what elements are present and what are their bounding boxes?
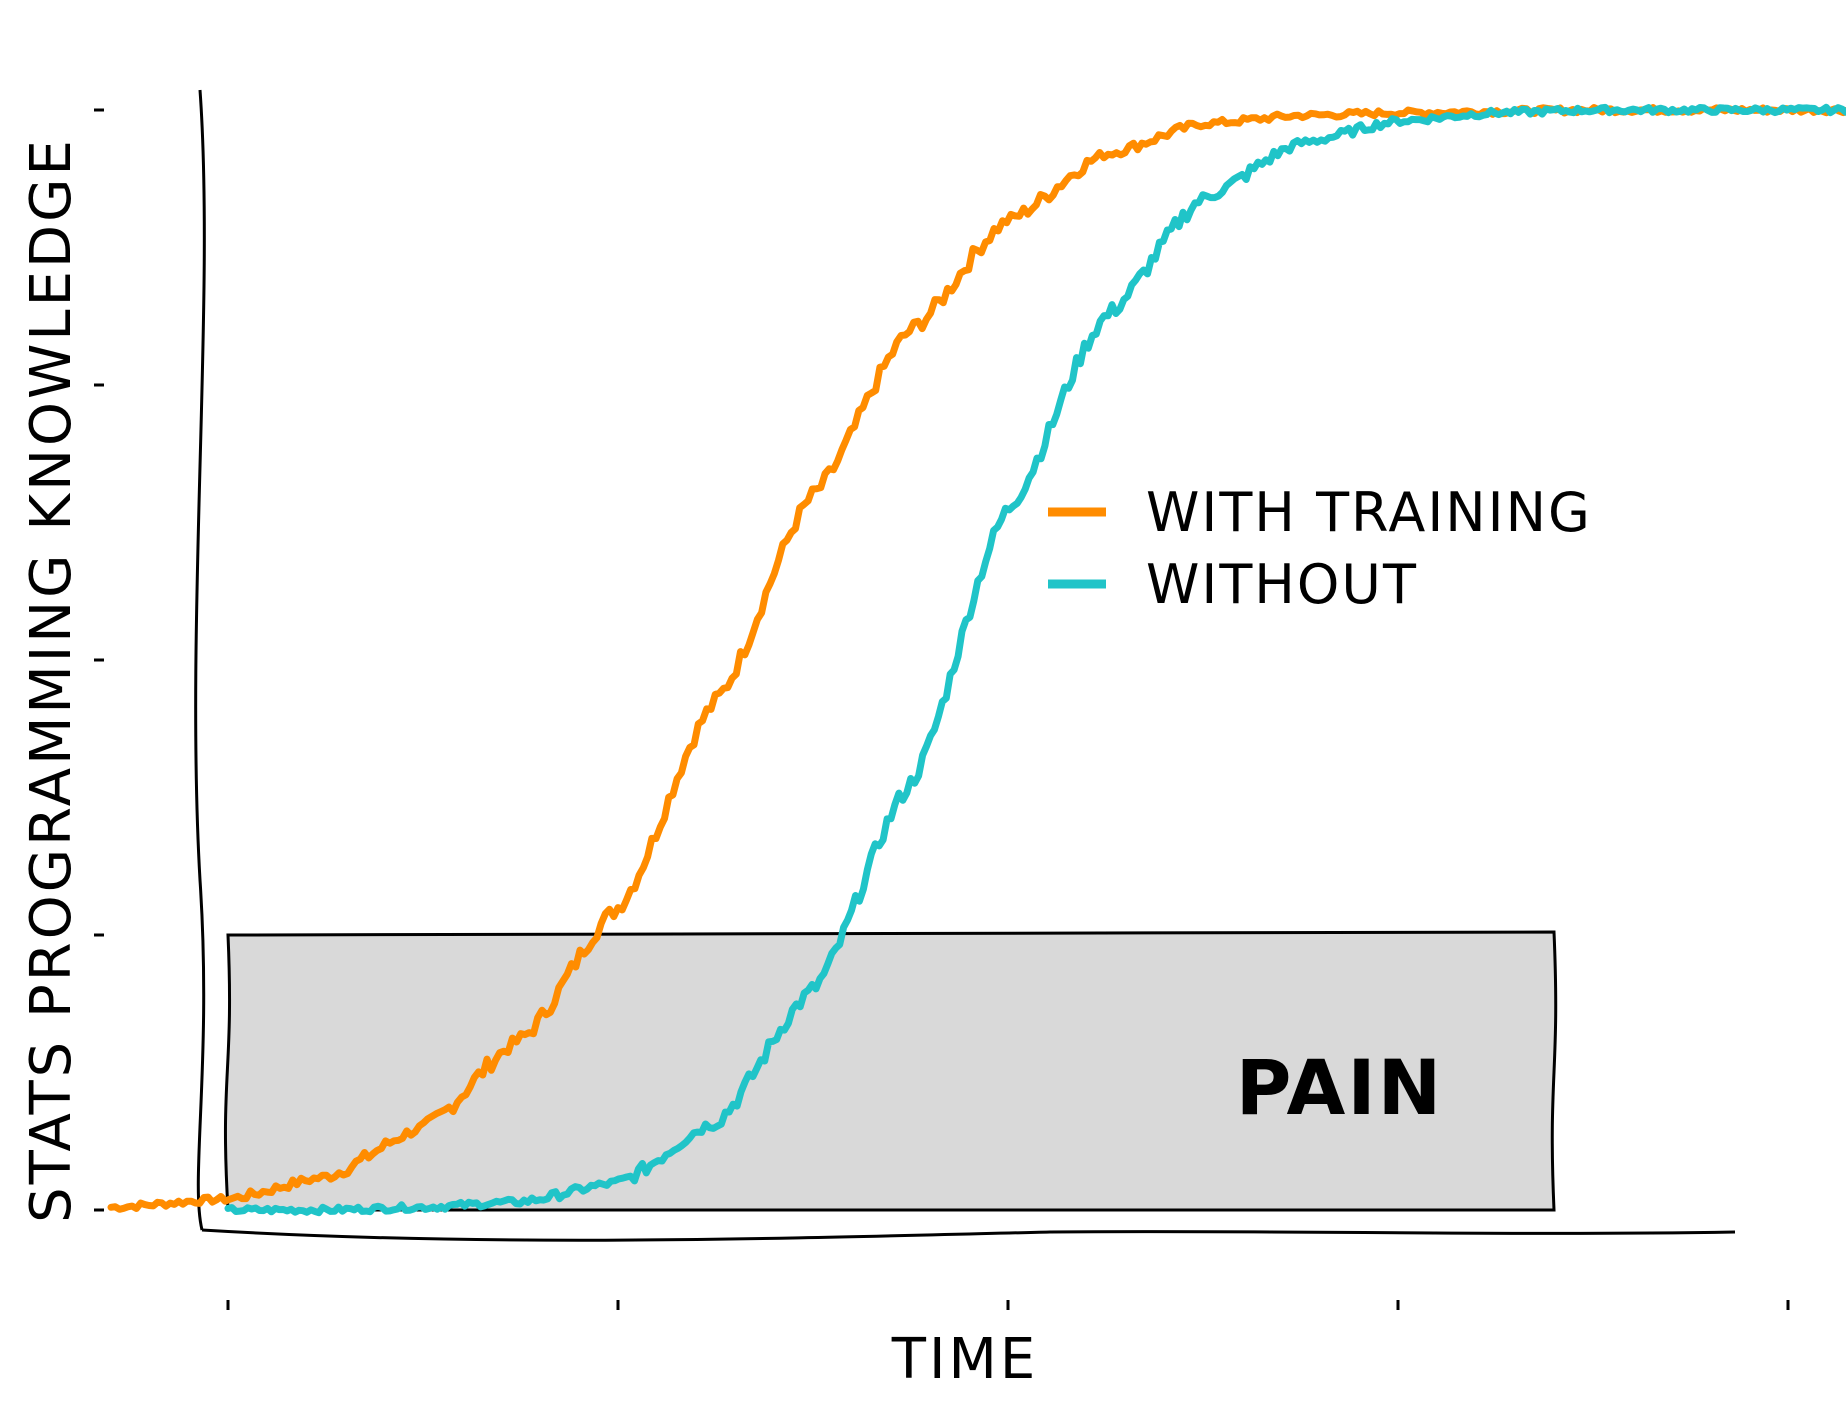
legend-label-without: WITHOUT — [1146, 553, 1418, 616]
y-axis-line — [194, 89, 206, 1231]
pain-label: PAIN — [1236, 1043, 1443, 1132]
x-axis-line — [201, 1228, 1736, 1242]
y-axis-title: STATS PROGRAMMING KNOWLEDGE — [19, 137, 84, 1223]
series-line-without — [224, 103, 1846, 1217]
x-axis-title: TIME — [891, 1327, 1038, 1392]
legend-label-with-training: WITH TRAINING — [1146, 481, 1592, 544]
